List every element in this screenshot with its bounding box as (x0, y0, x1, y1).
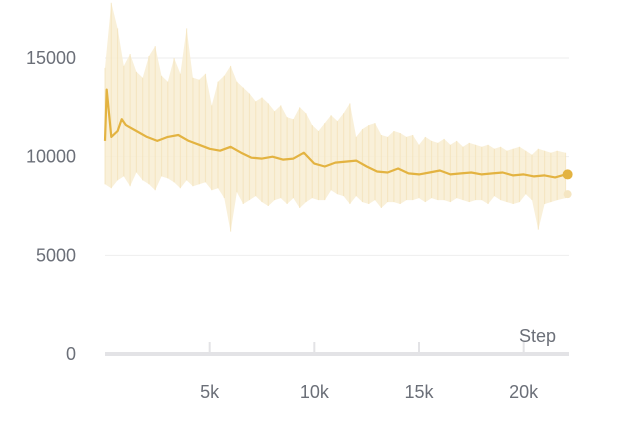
raw-series-layer (104, 2, 567, 232)
smoothed-series-layer (103, 88, 573, 199)
x-tick-label-15k: 15k (404, 382, 434, 402)
y-tick-label-10000: 10000 (26, 147, 76, 167)
smoothed-series-end-marker[interactable] (562, 169, 573, 180)
raw-series-end-marker (563, 190, 572, 199)
label-layer: 0 5000 10000 15000 5k 10k 15k 20k Step (26, 48, 556, 402)
x-tick-label-20k: 20k (509, 382, 539, 402)
y-tick-label-5000: 5000 (36, 245, 76, 265)
smoothed-series-line (103, 88, 566, 179)
y-tick-label-0: 0 (66, 344, 76, 364)
axis-layer (105, 342, 569, 356)
x-tick-label-5k: 5k (200, 382, 220, 402)
x-tick-label-10k: 10k (300, 382, 330, 402)
y-tick-label-15000: 15000 (26, 48, 76, 68)
x-axis-title: Step (519, 326, 556, 346)
